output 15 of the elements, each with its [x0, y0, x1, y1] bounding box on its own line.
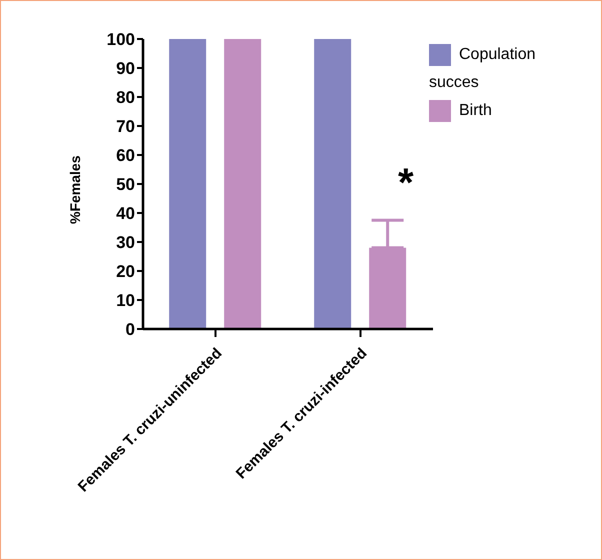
y-tick-label: 0 — [126, 320, 135, 340]
y-tick-label: 30 — [116, 233, 135, 252]
y-tick-label: 40 — [116, 204, 135, 224]
annotation: * — [398, 161, 414, 205]
y-tick-label: 50 — [116, 175, 135, 194]
legend-label: Birth — [459, 102, 492, 119]
y-tick-label: 80 — [116, 88, 135, 108]
y-tick-label: 70 — [116, 117, 135, 136]
y-axis-title: %Females — [66, 155, 83, 224]
legend-label: Copulation succes — [429, 46, 536, 91]
y-tick-label: 20 — [116, 262, 135, 282]
y-tick-label: 100 — [106, 30, 135, 50]
y-tick-label: 60 — [116, 146, 135, 166]
y-tick-label: 10 — [116, 291, 135, 310]
y-tick-label: 90 — [116, 59, 135, 78]
